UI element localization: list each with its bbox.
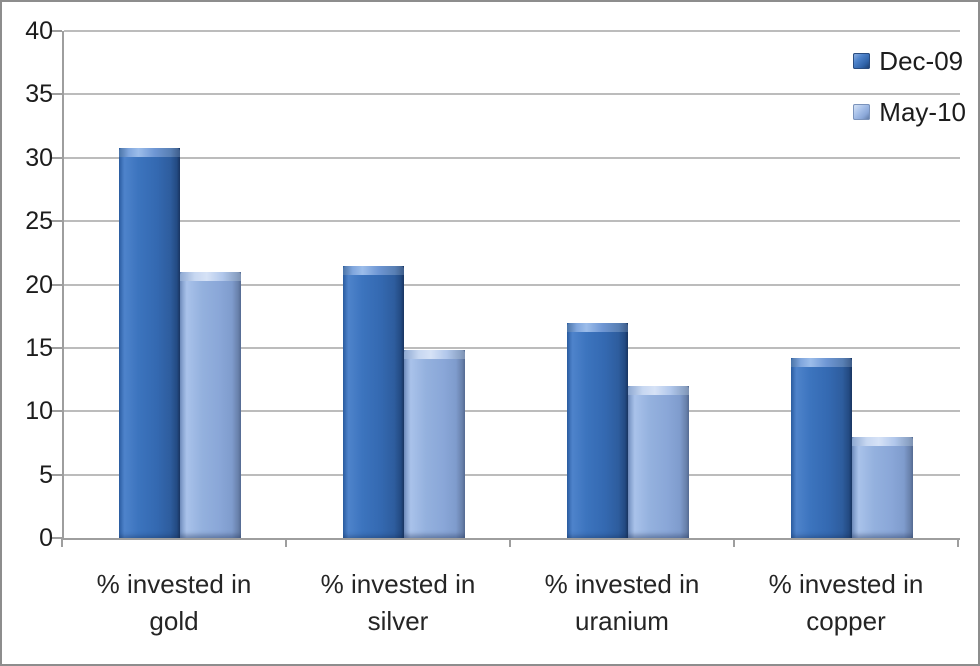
x-axis-category-label-text: % invested in copper <box>768 569 924 636</box>
legend-swatch-icon-dec-09 <box>853 53 871 69</box>
bar-may-10-invested-in-uranium <box>628 385 689 538</box>
bar-may-10-invested-in-silver <box>404 350 465 538</box>
x-axis-tick <box>957 538 959 547</box>
x-axis-category-label: % invested in uranium <box>510 566 734 640</box>
x-axis-tick <box>733 538 735 547</box>
y-axis-tick <box>50 537 62 539</box>
plot-area <box>62 30 960 540</box>
y-axis-tick-label: 35 <box>25 80 53 109</box>
bar-dec-09-invested-in-copper <box>791 358 852 538</box>
gridline-20 <box>64 283 960 286</box>
x-axis-tick <box>285 538 287 547</box>
legend-item-may-10: May-10 <box>853 96 966 127</box>
y-axis-tick-label: 15 <box>25 333 53 362</box>
y-axis-tick <box>50 156 62 159</box>
x-axis-category-label: % invested in gold <box>62 566 286 640</box>
y-axis-tick-label: 5 <box>39 460 53 489</box>
bar-may-10-invested-in-gold <box>180 271 241 538</box>
y-axis-tick <box>50 30 62 32</box>
y-axis-tick-label: 10 <box>25 397 53 426</box>
bar-dec-09-invested-in-silver <box>343 265 404 538</box>
y-axis-tick-label: 40 <box>25 17 53 45</box>
x-axis-category-label: % invested in silver <box>286 566 510 640</box>
gridline-25 <box>64 220 960 223</box>
x-axis-tick <box>509 538 511 547</box>
y-axis-tick-label: 25 <box>25 207 53 236</box>
y-axis-tick <box>50 220 62 223</box>
gridline-35 <box>64 93 960 96</box>
bar-dec-09-invested-in-gold <box>119 147 180 538</box>
gridline-30 <box>64 156 960 159</box>
x-axis-category-label: % invested in copper <box>734 566 958 640</box>
y-axis-tick-label: 30 <box>25 143 53 172</box>
x-axis-category-label-text: % invested in silver <box>320 569 476 636</box>
y-axis-tick-label: 20 <box>25 270 53 299</box>
y-axis-tick <box>50 93 62 96</box>
gridline-10 <box>64 410 960 413</box>
legend-item-dec-09: Dec-09 <box>853 45 964 76</box>
bar-dec-09-invested-in-uranium <box>567 322 628 538</box>
x-axis-category-label-text: % invested in uranium <box>544 569 700 636</box>
gridline-15 <box>64 346 960 349</box>
y-axis-tick <box>50 473 62 476</box>
y-axis-tick-label: 0 <box>39 524 53 552</box>
legend: Dec-09 May-10 <box>853 45 966 127</box>
legend-label-dec-09: Dec-09 <box>879 45 964 76</box>
y-axis-tick <box>50 410 62 413</box>
legend-swatch-icon-may-10 <box>853 104 871 120</box>
gridline-40 <box>64 30 960 32</box>
bar-may-10-invested-in-copper <box>852 436 913 538</box>
gridline-5 <box>64 473 960 476</box>
x-axis-category-label-text: % invested in gold <box>96 569 252 636</box>
legend-label-may-10: May-10 <box>879 96 966 127</box>
x-axis-tick <box>61 538 63 547</box>
y-axis-tick <box>50 346 62 349</box>
y-axis-tick <box>50 283 62 286</box>
